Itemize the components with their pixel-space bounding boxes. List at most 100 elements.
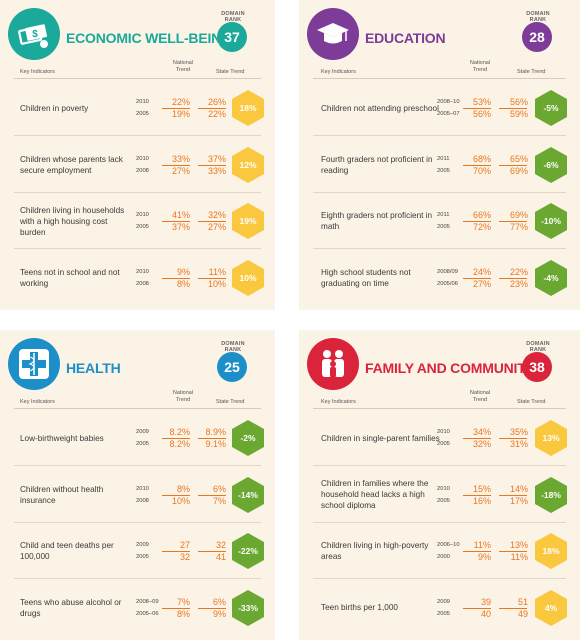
national-divider — [463, 108, 491, 109]
change-value: 10% — [239, 272, 257, 283]
national-value-base: 32 — [179, 552, 190, 562]
panel-header: EDUCATION DOMAIN RANK 28 — [299, 0, 580, 62]
indicator-row: Fourth graders not proficient in reading… — [299, 137, 580, 193]
panel-health: HEALTH DOMAIN RANK 25 Key Indicators Nat… — [0, 330, 275, 640]
indicator-label: Eighth graders not proficient in math — [321, 211, 433, 231]
state-value-base: 27% — [207, 222, 226, 232]
national-divider — [463, 438, 491, 439]
caduceus-icon — [8, 338, 60, 390]
state-divider — [499, 277, 527, 279]
state-value-recent: 14% — [509, 483, 528, 494]
column-headers: Key Indicators National Trend State Tren… — [299, 390, 580, 408]
year-recent: 2008–09 — [136, 598, 159, 605]
state-divider — [499, 494, 527, 496]
change-value: -10% — [541, 216, 561, 226]
svg-text:$: $ — [32, 29, 38, 40]
indicator-label: Children without health insurance — [20, 484, 104, 505]
state-divider — [198, 277, 226, 279]
indicator-row: Children not attending preschool 2008–10… — [299, 80, 580, 136]
year-base: 2005–06 — [136, 610, 159, 617]
state-value-recent: 37% — [207, 153, 226, 164]
change-badge-worse: 12% — [232, 146, 264, 183]
domain-rank-label: DOMAIN RANK — [221, 11, 245, 23]
national-value-base: 70% — [472, 165, 491, 176]
state-trend-header: State Trend — [517, 399, 546, 405]
graduation-cap-icon — [307, 8, 359, 60]
state-value-base: 59% — [509, 109, 528, 119]
national-value-base: 40 — [480, 608, 491, 619]
change-value: 19% — [239, 216, 257, 226]
state-trend-header: State Trend — [216, 399, 245, 405]
change-badge-worse: 10% — [232, 259, 264, 296]
year-recent: 2010 — [437, 429, 450, 435]
state-value-recent: 32 — [215, 540, 226, 550]
indicator-row: Teens who abuse alcohol or drugs 2008–09… — [0, 580, 275, 636]
year-base: 2005 — [136, 224, 149, 230]
national-value-base: 8% — [176, 608, 190, 619]
change-value: 18% — [542, 546, 560, 556]
indicator-label: Children in poverty — [20, 103, 89, 113]
year-recent: 2008–10 — [437, 99, 460, 105]
change-badge-worse: 18% — [232, 90, 264, 126]
row-divider — [14, 465, 261, 466]
state-divider — [499, 221, 527, 222]
row-divider — [313, 521, 566, 523]
national-value-recent: 8.2% — [169, 427, 190, 437]
year-base: 2005 — [437, 610, 450, 617]
indicator-label: High school students not graduating on t… — [321, 267, 411, 288]
national-value-recent: 68% — [472, 153, 491, 164]
change-value: -2% — [240, 433, 256, 443]
row-divider — [313, 191, 566, 193]
year-recent: 2010 — [136, 155, 149, 162]
state-value-recent: 11% — [208, 266, 226, 277]
key-indicators-header: Key Indicators — [321, 399, 356, 405]
year-base: 2005 — [437, 224, 450, 230]
row-divider — [313, 465, 566, 466]
header-divider — [14, 408, 261, 409]
row-divider — [14, 521, 261, 523]
column-headers: Key Indicators National Trend State Tren… — [0, 390, 275, 408]
indicator-row: Low-birthweight babies 2009 2005 8.2% 8.… — [0, 410, 275, 466]
indicator-row: Children whose parents lack secure emplo… — [0, 137, 275, 193]
national-value-recent: 8% — [176, 483, 190, 494]
panel-header: FAMILY AND COMMUNITY DOMAIN RANK 38 — [299, 330, 580, 392]
row-divider — [14, 135, 261, 136]
state-divider — [198, 221, 226, 222]
year-base: 2005 — [136, 441, 149, 447]
change-value: -5% — [543, 103, 559, 113]
change-value: 4% — [544, 602, 558, 613]
state-trend-header: State Trend — [216, 69, 245, 75]
state-value-recent: 22% — [509, 266, 528, 277]
change-badge-better: -22% — [232, 533, 264, 569]
year-base: 2005 — [437, 167, 450, 174]
year-base: 2005 — [437, 441, 450, 447]
year-base: 2008 — [136, 497, 149, 504]
national-divider — [162, 221, 190, 222]
indicator-row: Children in families where the household… — [299, 467, 580, 523]
year-recent: 2009 — [437, 598, 450, 605]
state-trend-header: State Trend — [517, 69, 546, 75]
state-value-recent: 32% — [207, 210, 226, 220]
year-recent: 2010 — [136, 99, 149, 105]
year-recent: 2006–10 — [437, 542, 460, 548]
state-value-recent: 35% — [509, 427, 528, 437]
national-value-recent: 27 — [179, 540, 190, 550]
year-recent: 2011 — [437, 212, 450, 218]
year-base: 2000 — [437, 554, 450, 560]
change-value: -18% — [541, 489, 561, 500]
national-value-base: 10% — [171, 495, 190, 506]
national-divider — [162, 438, 190, 439]
state-value-base: 41 — [215, 552, 226, 562]
year-recent: 2011 — [437, 155, 450, 162]
state-divider — [198, 494, 226, 496]
national-divider — [162, 551, 190, 552]
national-value-recent: 22% — [171, 97, 190, 107]
national-divider — [463, 494, 491, 496]
indicator-label: Children in single-parent families — [321, 433, 440, 443]
indicator-row: Teen births per 1,000 2009 2005 39 40 51… — [299, 580, 580, 636]
indicator-label: Low-birthweight babies — [20, 433, 104, 443]
national-value-base: 32% — [472, 439, 491, 449]
national-divider — [162, 164, 190, 166]
domain-rank-label: DOMAIN RANK — [221, 341, 245, 353]
row-divider — [14, 248, 261, 249]
